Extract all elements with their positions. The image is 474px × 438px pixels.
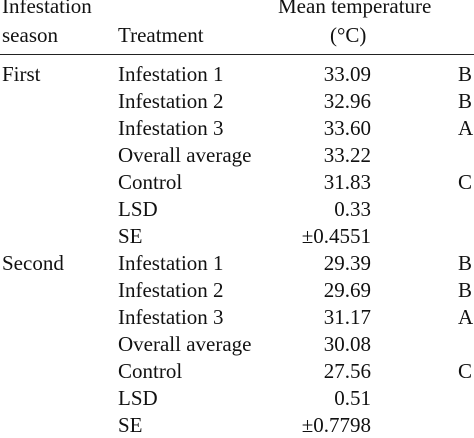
treatment-cell: Overall average [118, 332, 252, 356]
treatment-cell: Infestation 3 [118, 116, 224, 140]
mean-temperature-cell: 33.22 [323, 143, 371, 167]
significance-group-cell: B [458, 251, 473, 275]
season-label: First [2, 62, 41, 86]
significance-group-cell: C [458, 170, 473, 194]
mean-temperature-cell: 33.09 [323, 62, 371, 86]
treatment-cell: Infestation 3 [118, 305, 224, 329]
treatment-cell: SE [118, 413, 143, 437]
header-temperature-line2: (°C) [330, 23, 367, 47]
significance-group-cell: B [458, 89, 473, 113]
header-rule [0, 54, 474, 55]
mean-temperature-cell: 31.83 [323, 170, 371, 194]
treatment-cell: Infestation 2 [118, 89, 224, 113]
season-label: Second [2, 251, 64, 275]
treatment-cell: Infestation 2 [118, 278, 224, 302]
treatment-cell: LSD [118, 197, 158, 221]
header-temperature-line1: Mean temperature [278, 0, 432, 18]
treatment-cell: LSD [118, 386, 158, 410]
treatment-cell: SE [118, 224, 143, 248]
mean-temperature-cell: ±0.7798 [301, 413, 371, 437]
treatment-cell: Overall average [118, 143, 252, 167]
mean-temperature-cell: 33.60 [323, 116, 371, 140]
mean-temperature-cell: 29.39 [323, 251, 371, 275]
treatment-cell: Infestation 1 [118, 62, 224, 86]
mean-temperature-cell: ±0.4551 [301, 224, 371, 248]
significance-group-cell: C [458, 359, 473, 383]
header-season-line2: season [2, 23, 58, 47]
significance-group-cell: A [458, 116, 474, 140]
header-season-line1: Infestation [2, 0, 92, 18]
treatment-cell: Infestation 1 [118, 251, 224, 275]
mean-temperature-cell: 27.56 [323, 359, 371, 383]
mean-temperature-cell: 32.96 [323, 89, 371, 113]
treatment-cell: Control [118, 170, 183, 194]
header-treatment: Treatment [118, 23, 204, 47]
significance-group-cell: B [458, 62, 473, 86]
mean-temperature-cell: 29.69 [323, 278, 371, 302]
mean-temperature-cell: 30.08 [323, 332, 371, 356]
significance-group-cell: A [458, 305, 474, 329]
mean-temperature-cell: 0.51 [334, 386, 371, 410]
mean-temperature-cell: 0.33 [334, 197, 371, 221]
treatment-cell: Control [118, 359, 183, 383]
mean-temperature-cell: 31.17 [323, 305, 371, 329]
significance-group-cell: B [458, 278, 473, 302]
